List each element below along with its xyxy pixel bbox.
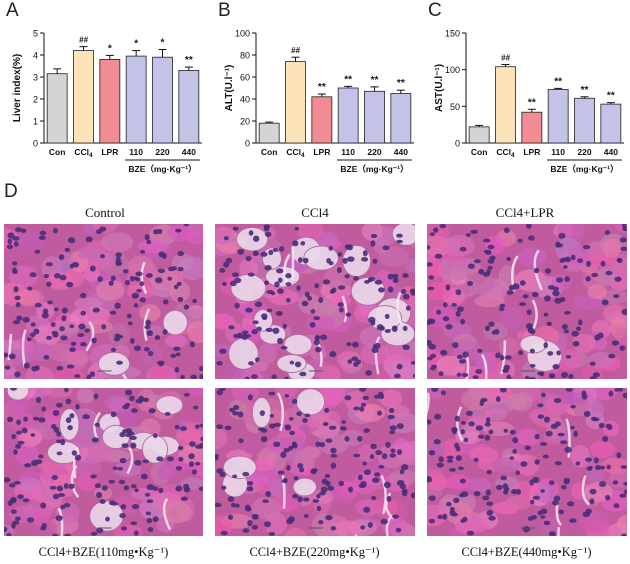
- histology-title-ccl4-lpr: CCl4+LPR: [495, 205, 555, 220]
- bar-110: [337, 87, 359, 144]
- significance-marker: *: [161, 38, 165, 49]
- y-tick-label: 50: [450, 102, 460, 112]
- y-tick-label: 100: [445, 65, 460, 75]
- significance-marker: ##: [501, 54, 510, 63]
- micrograph-bze-440: [427, 388, 627, 536]
- significance-marker: *: [108, 43, 112, 54]
- x-tick-label: 220: [577, 147, 591, 157]
- x-tick-label: CCl4: [74, 147, 93, 159]
- y-tick-label: 1: [33, 117, 38, 127]
- micrograph-control: [4, 224, 203, 379]
- group-label: BZE（mg·Kg⁻¹）: [340, 164, 408, 174]
- y-axis-label: ALT(U.l⁻¹): [224, 65, 235, 112]
- y-tick-label: 20: [240, 117, 250, 127]
- x-tick-label: 220: [367, 147, 381, 157]
- histology-caption-bze-110: CCl4+BZE(110mg•Kg⁻¹): [38, 545, 169, 559]
- x-tick-label: 220: [155, 147, 169, 157]
- y-tick-label: 60: [240, 73, 250, 83]
- y-tick-label: 2: [33, 95, 38, 105]
- y-tick-label: 100: [235, 29, 250, 39]
- y-tick-label: 3: [33, 73, 38, 83]
- bar-440: [390, 93, 412, 144]
- bar-con: [46, 73, 68, 144]
- x-tick-label: LPR: [523, 147, 540, 157]
- x-tick-label: 110: [129, 147, 143, 157]
- y-tick-label: 4: [33, 51, 38, 61]
- x-tick-label: LPR: [101, 147, 118, 157]
- x-tick-label: CCl4: [286, 147, 305, 159]
- bar-con: [258, 122, 280, 144]
- bar-lpr: [99, 59, 121, 144]
- x-tick-label: Con: [261, 147, 278, 157]
- bar-110: [547, 89, 569, 144]
- significance-marker: **: [581, 85, 589, 96]
- panel-letter-d: D: [4, 181, 18, 202]
- ast-chart: 0 50 100 150 AST(U.l⁻¹) Con ## CCl4 ** LPR ** 110 **…: [434, 29, 624, 174]
- y-tick-label: 40: [240, 95, 250, 105]
- alt-chart: 0 20 40 60 80 100 ALT(U.l⁻¹) Con ## CCl4 ** LPR ** 11…: [224, 29, 414, 174]
- bar-ccl4: [73, 50, 94, 144]
- y-tick-label: 0: [455, 139, 460, 149]
- histology-title-control: Control: [85, 205, 125, 220]
- x-tick-label: 440: [394, 147, 408, 157]
- bar-lpr: [521, 111, 543, 144]
- bar-con: [468, 126, 490, 144]
- y-tick-label: 5: [33, 29, 38, 39]
- y-tick-label: 150: [445, 29, 460, 39]
- y-tick-label: 80: [240, 51, 250, 61]
- significance-marker: **: [397, 78, 405, 89]
- x-tick-label: 110: [551, 147, 565, 157]
- x-tick-label: Con: [49, 147, 66, 157]
- significance-marker: **: [344, 74, 352, 85]
- significance-marker: **: [528, 97, 536, 108]
- panel-letter-b: B: [218, 0, 231, 21]
- bar-440: [178, 70, 200, 144]
- histology-caption-bze-440: CCl4+BZE(440mg•Kg⁻¹): [461, 545, 592, 559]
- bar-lpr: [311, 96, 333, 144]
- bar-440: [600, 103, 622, 144]
- micrograph-bze-110: [4, 388, 203, 536]
- significance-marker: ##: [79, 36, 88, 45]
- x-tick-label: 440: [604, 147, 618, 157]
- x-tick-label: LPR: [313, 147, 330, 157]
- x-tick-label: CCl4: [496, 147, 515, 159]
- bar-220: [364, 90, 385, 144]
- x-tick-label: 440: [182, 147, 196, 157]
- bar-220: [152, 56, 173, 144]
- significance-marker: **: [371, 75, 379, 86]
- y-axis-label: Liver index(%): [12, 54, 23, 122]
- panel-letter-c: C: [428, 0, 442, 21]
- y-axis-label: AST(U.l⁻¹): [434, 64, 445, 112]
- micrograph-bze-220: [215, 388, 415, 536]
- bar-ccl4: [285, 61, 306, 144]
- bar-110: [125, 55, 147, 144]
- significance-marker: **: [554, 76, 562, 87]
- panel-letter-a: A: [6, 0, 19, 21]
- y-tick-label: 0: [245, 139, 250, 149]
- group-label: BZE（mg·Kg⁻¹）: [128, 164, 196, 174]
- x-tick-label: 110: [341, 147, 355, 157]
- histology-title-ccl4: CCl4: [301, 205, 329, 220]
- bar-220: [574, 97, 595, 144]
- liver-index-chart: 0 1 2 3 4 5 Liver index(%) Con ## CCl4 * LPR * 110 * 22…: [12, 29, 202, 174]
- significance-marker: **: [185, 55, 193, 66]
- x-tick-label: Con: [471, 147, 488, 157]
- group-label: BZE（mg·Kg⁻¹）: [550, 164, 618, 174]
- significance-marker: **: [318, 82, 326, 93]
- micrograph-ccl4: [215, 224, 415, 379]
- significance-marker: **: [607, 91, 615, 102]
- significance-marker: ##: [291, 46, 300, 55]
- bar-ccl4: [495, 66, 516, 144]
- histology-caption-bze-220: CCl4+BZE(220mg•Kg⁻¹): [249, 545, 380, 559]
- significance-marker: *: [134, 39, 138, 50]
- micrograph-ccl4-lpr: [427, 224, 627, 379]
- y-tick-label: 0: [33, 139, 38, 149]
